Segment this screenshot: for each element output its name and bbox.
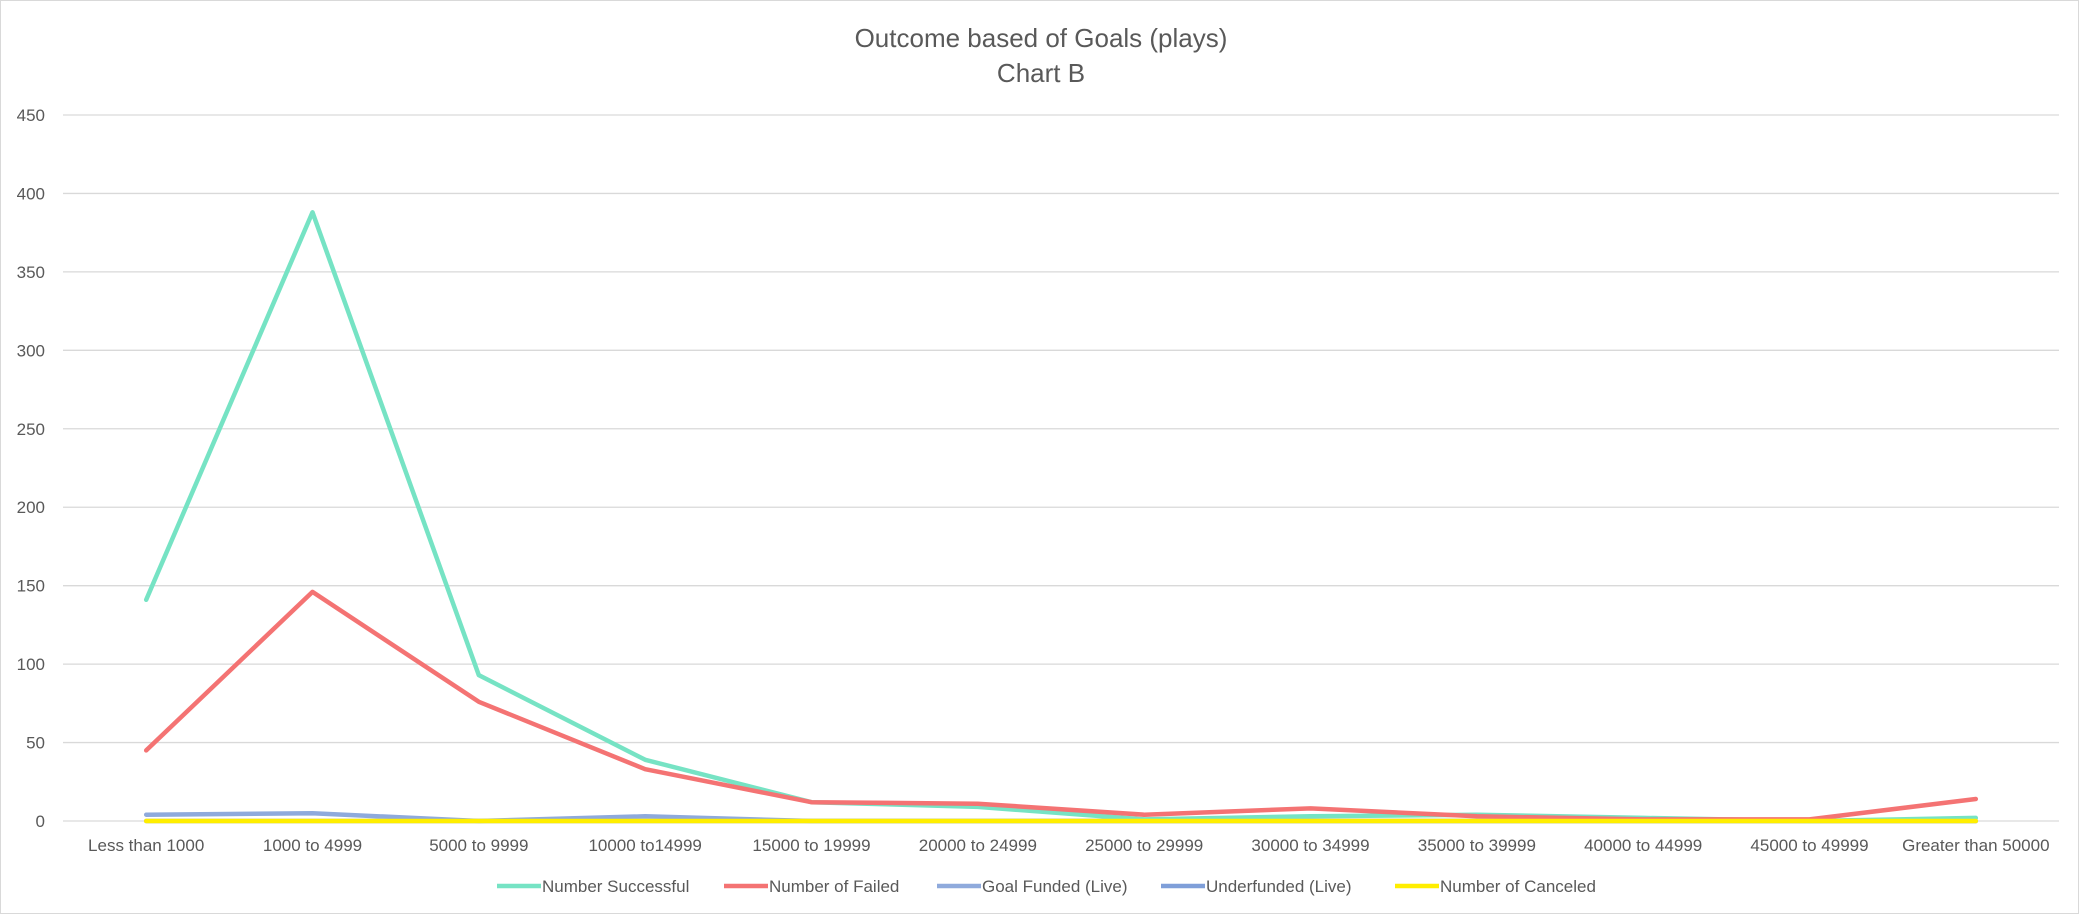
x-tick-label: 30000 to 34999: [1251, 836, 1369, 855]
legend-label: Number Successful: [542, 877, 689, 896]
series-line-0: [143, 210, 1979, 824]
y-tick-label: 200: [17, 498, 45, 517]
x-tick-label: 15000 to 19999: [752, 836, 870, 855]
x-tick-label: 40000 to 44999: [1584, 836, 1702, 855]
legend-label: Number of Canceled: [1440, 877, 1596, 896]
legend-label: Underfunded (Live): [1206, 877, 1352, 896]
series-lines: [143, 210, 1979, 824]
y-tick-label: 450: [17, 106, 45, 125]
chart-subtitle: Chart B: [997, 58, 1085, 88]
y-axis-ticks: 0 50 100 150 200 250 300 350 400 450: [17, 106, 45, 831]
x-tick-label: 5000 to 9999: [429, 836, 528, 855]
y-tick-label: 150: [17, 577, 45, 596]
x-tick-label: 20000 to 24999: [919, 836, 1037, 855]
x-tick-label: 1000 to 4999: [263, 836, 362, 855]
y-tick-label: 100: [17, 655, 45, 674]
y-tick-label: 400: [17, 184, 45, 203]
legend: Number Successful Number of Failed Goal Fu…: [497, 877, 1596, 896]
x-tick-label: 25000 to 29999: [1085, 836, 1203, 855]
legend-label: Goal Funded (Live): [982, 877, 1128, 896]
y-tick-label: 250: [17, 420, 45, 439]
y-tick-label: 350: [17, 263, 45, 282]
y-tick-label: 50: [26, 734, 45, 753]
gridlines: [63, 114, 2059, 822]
x-tick-label: Less than 1000: [88, 836, 204, 855]
series-line-1: [143, 589, 1979, 822]
x-tick-label: 45000 to 49999: [1750, 836, 1868, 855]
x-axis-ticks: Less than 1000 1000 to 4999 5000 to 9999 10…: [88, 836, 2050, 855]
x-tick-label: 10000 to14999: [588, 836, 701, 855]
y-tick-label: 300: [17, 341, 45, 360]
y-tick-label: 0: [36, 812, 45, 831]
legend-label: Number of Failed: [769, 877, 899, 896]
x-tick-label: Greater than 50000: [1902, 836, 2049, 855]
chart-title: Outcome based of Goals (plays): [855, 23, 1228, 53]
x-tick-label: 35000 to 39999: [1418, 836, 1536, 855]
